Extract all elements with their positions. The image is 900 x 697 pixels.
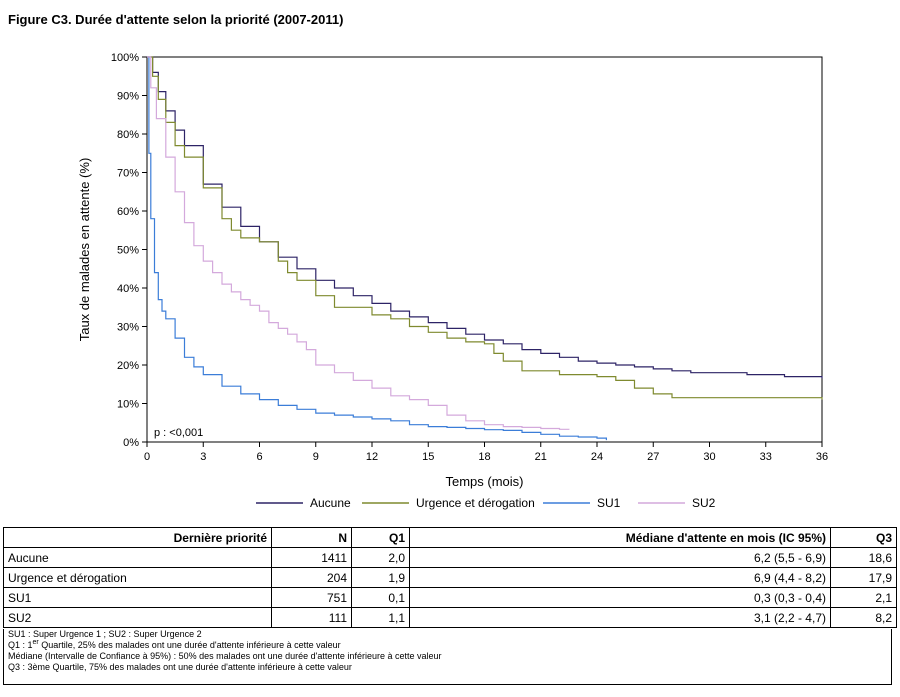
cell-median: 0,3 (0,3 - 0,4) bbox=[409, 587, 831, 608]
y-tick-label: 30% bbox=[117, 322, 139, 334]
footnote-q3: Q3 : 3ème Quartile, 75% des malades ont … bbox=[8, 662, 352, 672]
series-line-2 bbox=[147, 56, 607, 441]
cell-n: 204 bbox=[271, 567, 352, 588]
x-tick-label: 24 bbox=[591, 451, 603, 463]
p-value-annotation: p : <0,001 bbox=[154, 427, 203, 439]
legend-label-0: Aucune bbox=[310, 496, 351, 510]
plot-frame bbox=[146, 56, 823, 443]
cell-n: 751 bbox=[271, 587, 352, 608]
footnote-q1-prefix: Q1 : 1 bbox=[8, 640, 33, 650]
x-tick-label: 12 bbox=[366, 451, 378, 463]
cell-median: 6,9 (4,4 - 8,2) bbox=[409, 567, 831, 588]
footnote-q1: Q1 : 1er Quartile, 25% des malades ont u… bbox=[8, 639, 891, 651]
cell-priority: SU1 bbox=[3, 587, 272, 608]
series-line-3 bbox=[147, 56, 570, 430]
y-tick-label: 0% bbox=[123, 437, 139, 449]
cell-q1: 1,9 bbox=[351, 567, 410, 588]
legend-label-2: SU1 bbox=[597, 496, 621, 510]
x-tick-label: 9 bbox=[313, 451, 319, 463]
series-line-1 bbox=[147, 56, 823, 400]
cell-q1: 0,1 bbox=[351, 587, 410, 608]
table-row: Urgence et dérogation 204 1,9 6,9 (4,4 -… bbox=[3, 567, 897, 588]
x-tick-label: 6 bbox=[256, 451, 262, 463]
y-tick-label: 100% bbox=[111, 52, 139, 64]
x-tick-label: 0 bbox=[144, 451, 150, 463]
x-axis-title: Temps (mois) bbox=[445, 474, 523, 489]
legend-label-1: Urgence et dérogation bbox=[416, 496, 535, 510]
x-tick-label: 15 bbox=[422, 451, 434, 463]
table-row: Aucune 1411 2,0 6,2 (5,5 - 6,9) 18,6 bbox=[3, 547, 897, 568]
table-row: SU1 751 0,1 0,3 (0,3 - 0,4) 2,1 bbox=[3, 587, 897, 608]
x-tick-label: 3 bbox=[200, 451, 206, 463]
footnote-median: Médiane (Intervalle de Confiance à 95%) … bbox=[8, 651, 442, 661]
x-tick-label: 27 bbox=[647, 451, 659, 463]
header-q1: Q1 bbox=[351, 527, 410, 548]
figure-title: Figure C3. Durée d'attente selon la prio… bbox=[8, 12, 344, 27]
cell-q1: 2,0 bbox=[351, 547, 410, 568]
header-median: Médiane d'attente en mois (IC 95%) bbox=[409, 527, 831, 548]
cell-q3: 17,9 bbox=[830, 567, 897, 588]
y-tick-label: 10% bbox=[117, 399, 139, 411]
survival-chart: 0%10%20%30%40%50%60%70%80%90%100%0 3 6 9 12 1… bbox=[77, 52, 828, 510]
results-table: Dernière priorité N Q1 Médiane d'attente… bbox=[3, 527, 897, 628]
y-tick-label: 50% bbox=[117, 245, 139, 257]
header-priority: Dernière priorité bbox=[3, 527, 272, 548]
table-header-row: Dernière priorité N Q1 Médiane d'attente… bbox=[3, 527, 897, 548]
cell-q1: 1,1 bbox=[351, 607, 410, 628]
y-tick-label: 20% bbox=[117, 360, 139, 372]
x-tick-label: 33 bbox=[760, 451, 772, 463]
y-tick-label: 90% bbox=[117, 91, 139, 103]
cell-priority: Urgence et dérogation bbox=[3, 567, 272, 588]
cell-priority: Aucune bbox=[3, 547, 272, 568]
footnote-q1-rest: Quartile, 25% des malades ont une durée … bbox=[38, 640, 341, 650]
cell-median: 6,2 (5,5 - 6,9) bbox=[409, 547, 831, 568]
y-tick-label: 40% bbox=[117, 283, 139, 295]
cell-q3: 8,2 bbox=[830, 607, 897, 628]
y-axis-title: Taux de malades en attente (%) bbox=[77, 158, 92, 342]
cell-n: 111 bbox=[271, 607, 352, 628]
y-tick-label: 80% bbox=[117, 129, 139, 141]
legend-label-3: SU2 bbox=[692, 496, 716, 510]
series-line-0 bbox=[147, 56, 823, 379]
header-n: N bbox=[271, 527, 352, 548]
x-tick-label: 18 bbox=[478, 451, 490, 463]
footnotes: SU1 : Super Urgence 1 ; SU2 : Super Urge… bbox=[3, 629, 892, 685]
y-tick-label: 70% bbox=[117, 168, 139, 180]
footnote-su: SU1 : Super Urgence 1 ; SU2 : Super Urge… bbox=[8, 629, 202, 639]
x-tick-label: 30 bbox=[703, 451, 715, 463]
cell-median: 3,1 (2,2 - 4,7) bbox=[409, 607, 831, 628]
cell-priority: SU2 bbox=[3, 607, 272, 628]
x-tick-label: 21 bbox=[535, 451, 547, 463]
footnote-q1-sup: er bbox=[32, 639, 39, 646]
cell-q3: 2,1 bbox=[830, 587, 897, 608]
header-q3: Q3 bbox=[830, 527, 897, 548]
y-tick-label: 60% bbox=[117, 206, 139, 218]
cell-n: 1411 bbox=[271, 547, 352, 568]
x-tick-label: 36 bbox=[816, 451, 828, 463]
table-row: SU2 111 1,1 3,1 (2,2 - 4,7) 8,2 bbox=[3, 607, 897, 628]
cell-q3: 18,6 bbox=[830, 547, 897, 568]
